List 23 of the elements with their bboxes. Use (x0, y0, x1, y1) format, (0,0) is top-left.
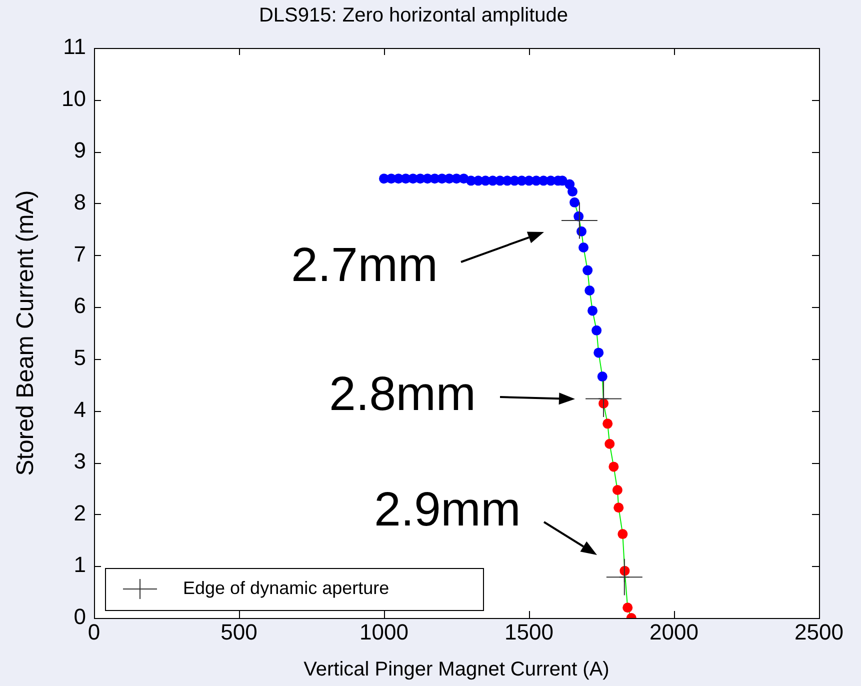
chart-title: DLS915: Zero horizontal amplitude (258, 4, 568, 27)
y-tick-label: 6 (74, 293, 86, 318)
y-tick-label: 8 (74, 190, 86, 215)
x-tick-label: 2500 (794, 619, 844, 644)
y-tick-label: 9 (74, 138, 86, 163)
x-axis-title: Vertical Pinger Magnet Current (A) (304, 658, 610, 681)
y-tick-label: 4 (74, 396, 86, 422)
y-tick-label: 11 (63, 34, 86, 60)
y-tick-label: 10 (62, 86, 86, 111)
x-tick-label: 500 (220, 619, 258, 644)
annotation: 2.8mm (329, 368, 476, 422)
x-tick-label: 1000 (360, 619, 408, 644)
y-tick-label: 3 (74, 448, 86, 474)
annotation: 2.9mm (374, 483, 521, 536)
y-tick-label: 5 (74, 344, 86, 370)
y-axis-title: Stored Beam Current (mA) (12, 190, 40, 476)
y-tick-label: 7 (74, 241, 86, 266)
y-tick-label: 1 (74, 552, 86, 578)
legend-label: Edge of dynamic aperture (183, 578, 390, 598)
annotation: 2.7mm (291, 238, 438, 292)
x-tick-label: 2000 (650, 619, 698, 644)
y-tick-label: 2 (74, 500, 86, 526)
x-tick-label: 1500 (504, 619, 554, 644)
